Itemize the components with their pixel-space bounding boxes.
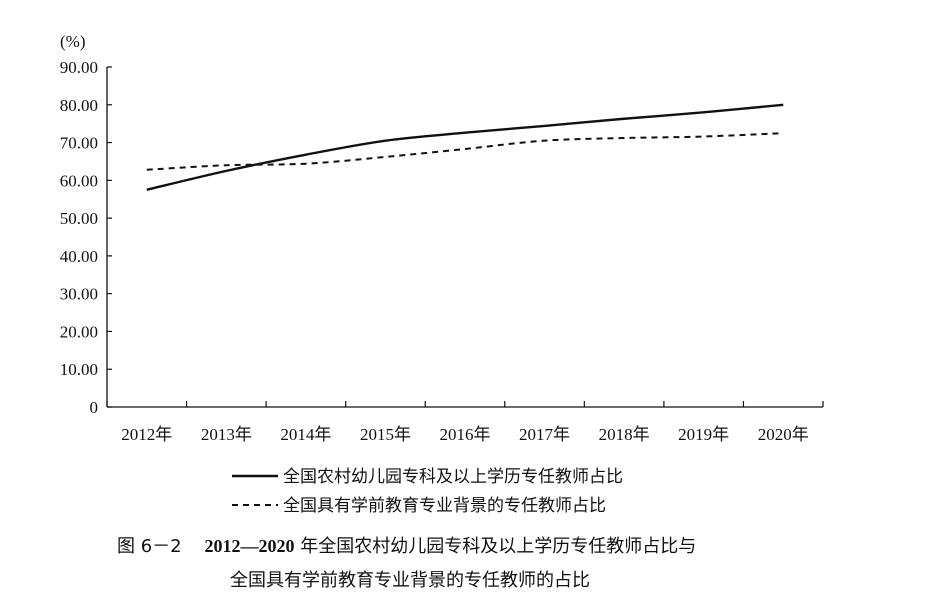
- series-line-preschool-major-teachers: [146, 132, 784, 171]
- caption-title-rest: 年全国农村幼儿园专科及以上学历专任教师占比与: [300, 536, 697, 557]
- figure-caption-line2: 全国具有学前教育专业背景的专任教师的占比: [230, 570, 590, 591]
- line-chart: (%) 0 10.00 20.00 30.00 40.00 50.00 60.00 70.00…: [60, 32, 824, 516]
- x-axis-ticks: 2012年 2013年 2014年 2015年 2016年 2017年 2018年 2019年…: [106, 401, 824, 444]
- y-tick-label: 80.00: [60, 96, 98, 115]
- y-tick-label: 50.00: [60, 209, 98, 228]
- axes: [106, 67, 823, 408]
- y-tick-label: 0: [90, 398, 99, 417]
- y-tick-label: 90.00: [60, 58, 98, 77]
- x-tick-label: 2012年: [121, 425, 172, 444]
- y-tick-label: 30.00: [60, 285, 98, 304]
- x-tick-label: 2019年: [678, 425, 729, 444]
- series-line-rural-college-teachers: [146, 103, 784, 191]
- y-tick-label: 10.00: [60, 360, 98, 379]
- series-lines: [146, 103, 784, 191]
- y-tick-label: 40.00: [60, 247, 98, 266]
- figure-number: 图 6－2: [117, 536, 182, 557]
- x-tick-label: 2020年: [758, 425, 809, 444]
- x-tick-label: 2015年: [360, 425, 411, 444]
- y-axis-ticks: 0 10.00 20.00 30.00 40.00 50.00 60.00 70.00 80.0…: [60, 58, 112, 417]
- y-tick-label: 60.00: [60, 171, 98, 190]
- x-tick-label: 2013年: [201, 425, 252, 444]
- x-tick-label: 2018年: [599, 425, 650, 444]
- y-tick-label: 70.00: [60, 134, 98, 153]
- caption-years: 2012—2020: [204, 536, 295, 556]
- x-tick-label: 2014年: [280, 425, 331, 444]
- legend-label: 全国农村幼儿园专科及以上学历专任教师占比: [283, 467, 623, 487]
- x-tick-label: 2017年: [519, 425, 570, 444]
- figure-caption-line1: 图 6－2 2012—2020 年全国农村幼儿园专科及以上学历专任教师占比与: [117, 532, 696, 558]
- legend-label: 全国具有学前教育专业背景的专任教师占比: [283, 496, 606, 516]
- x-tick-label: 2016年: [440, 425, 491, 444]
- y-tick-label: 20.00: [60, 322, 98, 341]
- y-axis-unit-label: (%): [60, 32, 85, 51]
